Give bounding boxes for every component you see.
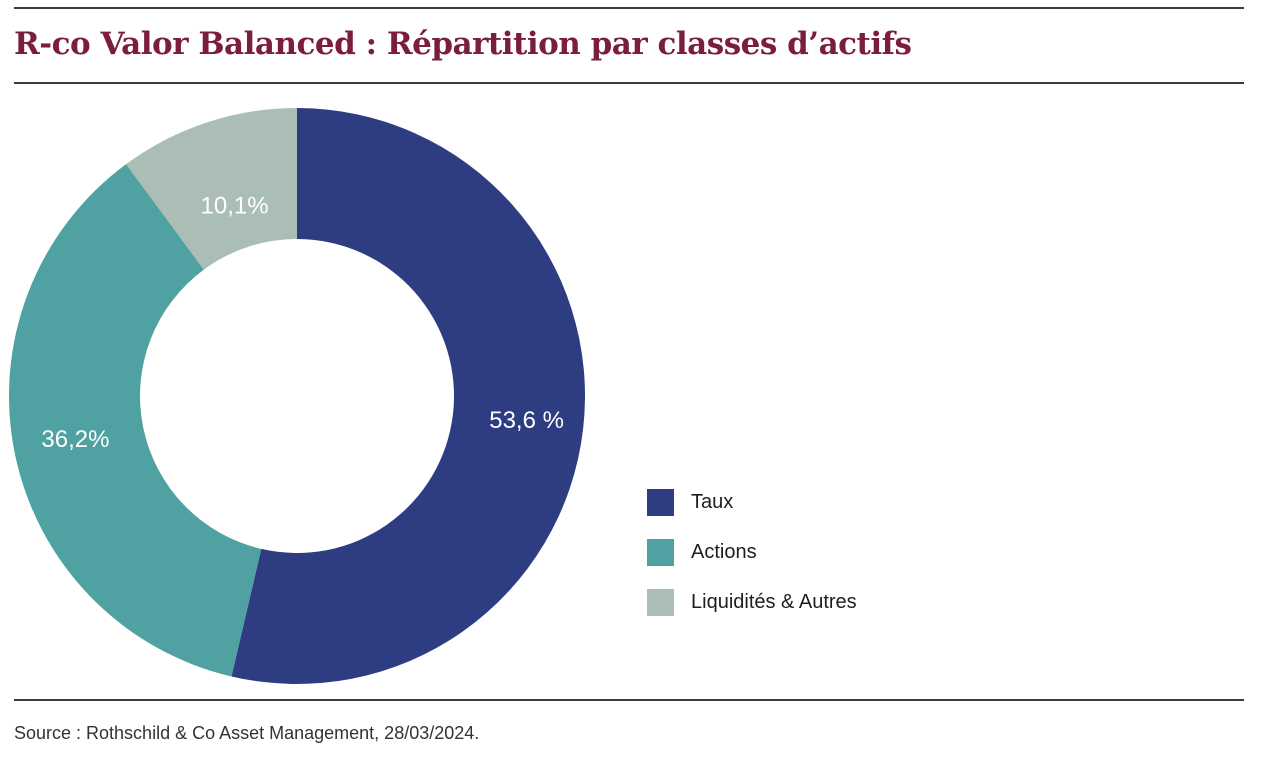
legend-item-taux: Taux <box>647 488 857 516</box>
donut-chart: 53,6 % 36,2% 10,1% <box>8 108 585 684</box>
slice-label-2: 10,1% <box>201 193 269 220</box>
donut-slice-1 <box>8 164 262 677</box>
slice-label-1: 36,2% <box>41 426 109 453</box>
legend-swatch-taux <box>647 488 674 516</box>
legend-item-liquidites: Liquidités & Autres <box>647 588 857 616</box>
source-note: Source : Rothschild & Co Asset Managemen… <box>14 723 480 743</box>
title-rule <box>14 82 1244 84</box>
legend-label-taux: Taux <box>691 490 734 513</box>
legend-swatch-liquidites <box>647 588 674 616</box>
chart-title: R-co Valor Balanced : Répartition par cl… <box>14 26 912 62</box>
top-rule <box>14 7 1244 9</box>
legend-item-actions: Actions <box>647 538 857 566</box>
legend: Taux Actions Liquidités & Autres <box>647 488 857 638</box>
legend-label-liquidites: Liquidités & Autres <box>691 590 857 613</box>
slice-label-0: 53,6 % <box>489 407 564 434</box>
legend-swatch-actions <box>647 538 674 566</box>
footer-rule <box>14 699 1244 701</box>
donut-slice-2 <box>126 108 297 270</box>
legend-label-actions: Actions <box>691 540 757 563</box>
donut-slice-0 <box>231 108 585 684</box>
